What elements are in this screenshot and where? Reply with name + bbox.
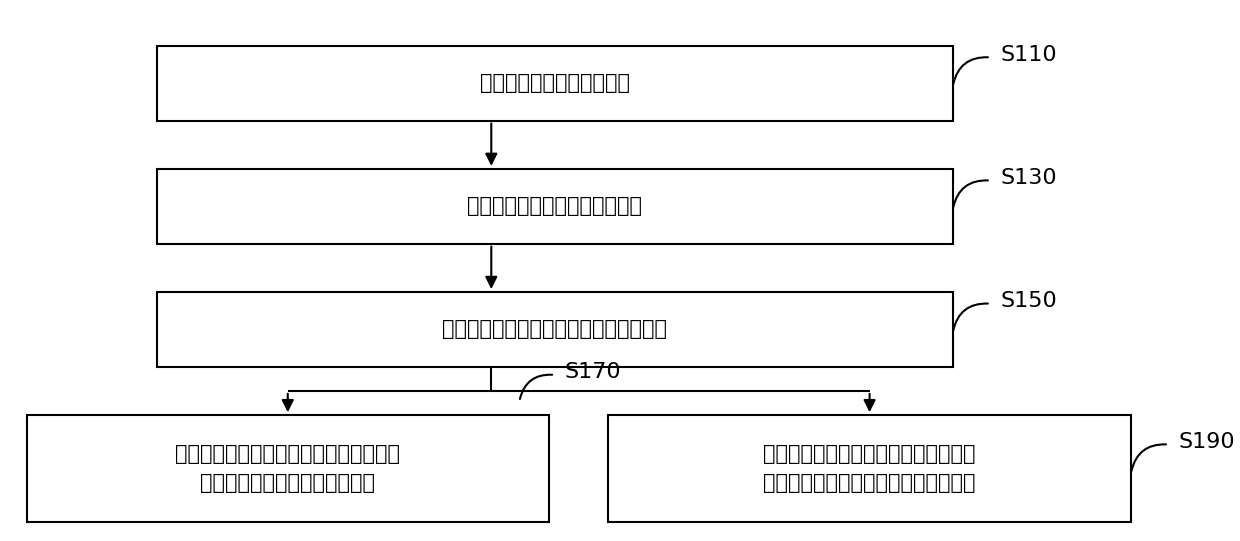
Text: 若芯片图像的识别算子与预设的模板识别
算子匹配，则生成检测合格结果: 若芯片图像的识别算子与预设的模板识别 算子匹配，则生成检测合格结果 xyxy=(175,444,401,493)
Text: S150: S150 xyxy=(1001,291,1056,311)
Text: S190: S190 xyxy=(1178,432,1235,452)
Bar xyxy=(157,292,952,367)
Text: 获取待检测芯片的芯片图像: 获取待检测芯片的芯片图像 xyxy=(480,73,630,93)
Text: 根据图像矩生成对应芯片图像的识别算子: 根据图像矩生成对应芯片图像的识别算子 xyxy=(443,319,667,339)
Text: S130: S130 xyxy=(1001,168,1056,188)
Bar xyxy=(26,415,549,522)
Bar xyxy=(609,415,1131,522)
Bar xyxy=(157,45,952,121)
Text: S170: S170 xyxy=(564,362,621,382)
Text: 根据芯片图像生成对应的图像矩: 根据芯片图像生成对应的图像矩 xyxy=(467,196,642,216)
Bar xyxy=(157,169,952,244)
Text: 若芯片图像的识别算子与预设的模板识
别算子不匹配，则生成检测不合格结果: 若芯片图像的识别算子与预设的模板识 别算子不匹配，则生成检测不合格结果 xyxy=(764,444,976,493)
Text: S110: S110 xyxy=(1001,45,1056,65)
